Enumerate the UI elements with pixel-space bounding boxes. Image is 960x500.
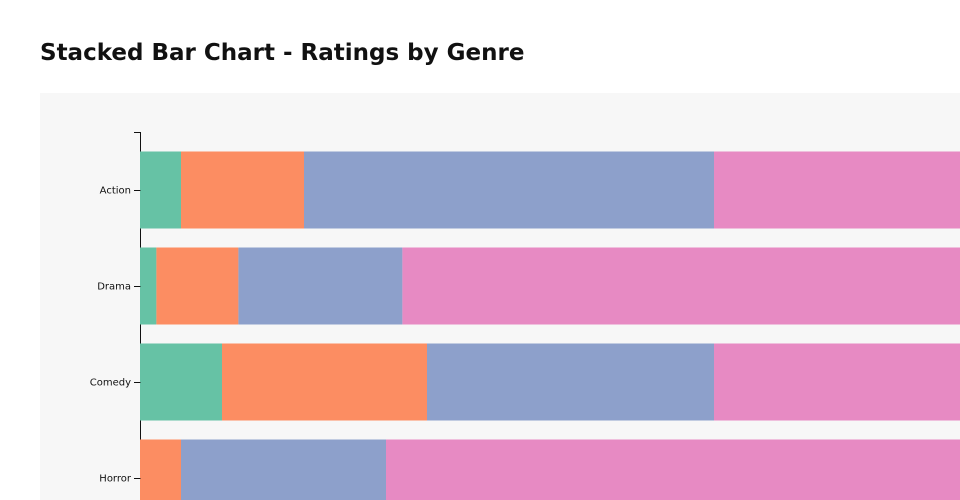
bar-segment [140, 247, 157, 325]
bar-segment [386, 439, 960, 500]
bar-segment [140, 151, 181, 229]
bar-segment [222, 343, 427, 421]
y-tick-label: Horror [99, 474, 132, 485]
bar-segment [427, 343, 714, 421]
bar-segment [238, 247, 403, 325]
bar-segment [304, 151, 714, 229]
y-tick-label: Action [100, 186, 131, 197]
y-tick-label: Comedy [90, 378, 131, 389]
bar-segment [156, 247, 239, 325]
bar-segment [714, 151, 960, 229]
chart-title: Stacked Bar Chart - Ratings by Genre [40, 40, 525, 66]
bar-segment [181, 151, 304, 229]
bar-segment [140, 343, 222, 421]
bar-segment [181, 439, 386, 500]
y-tick-label: Drama [97, 282, 131, 293]
bar-segment [714, 343, 960, 421]
bar-segment [402, 247, 960, 325]
bar-segment [140, 439, 181, 500]
